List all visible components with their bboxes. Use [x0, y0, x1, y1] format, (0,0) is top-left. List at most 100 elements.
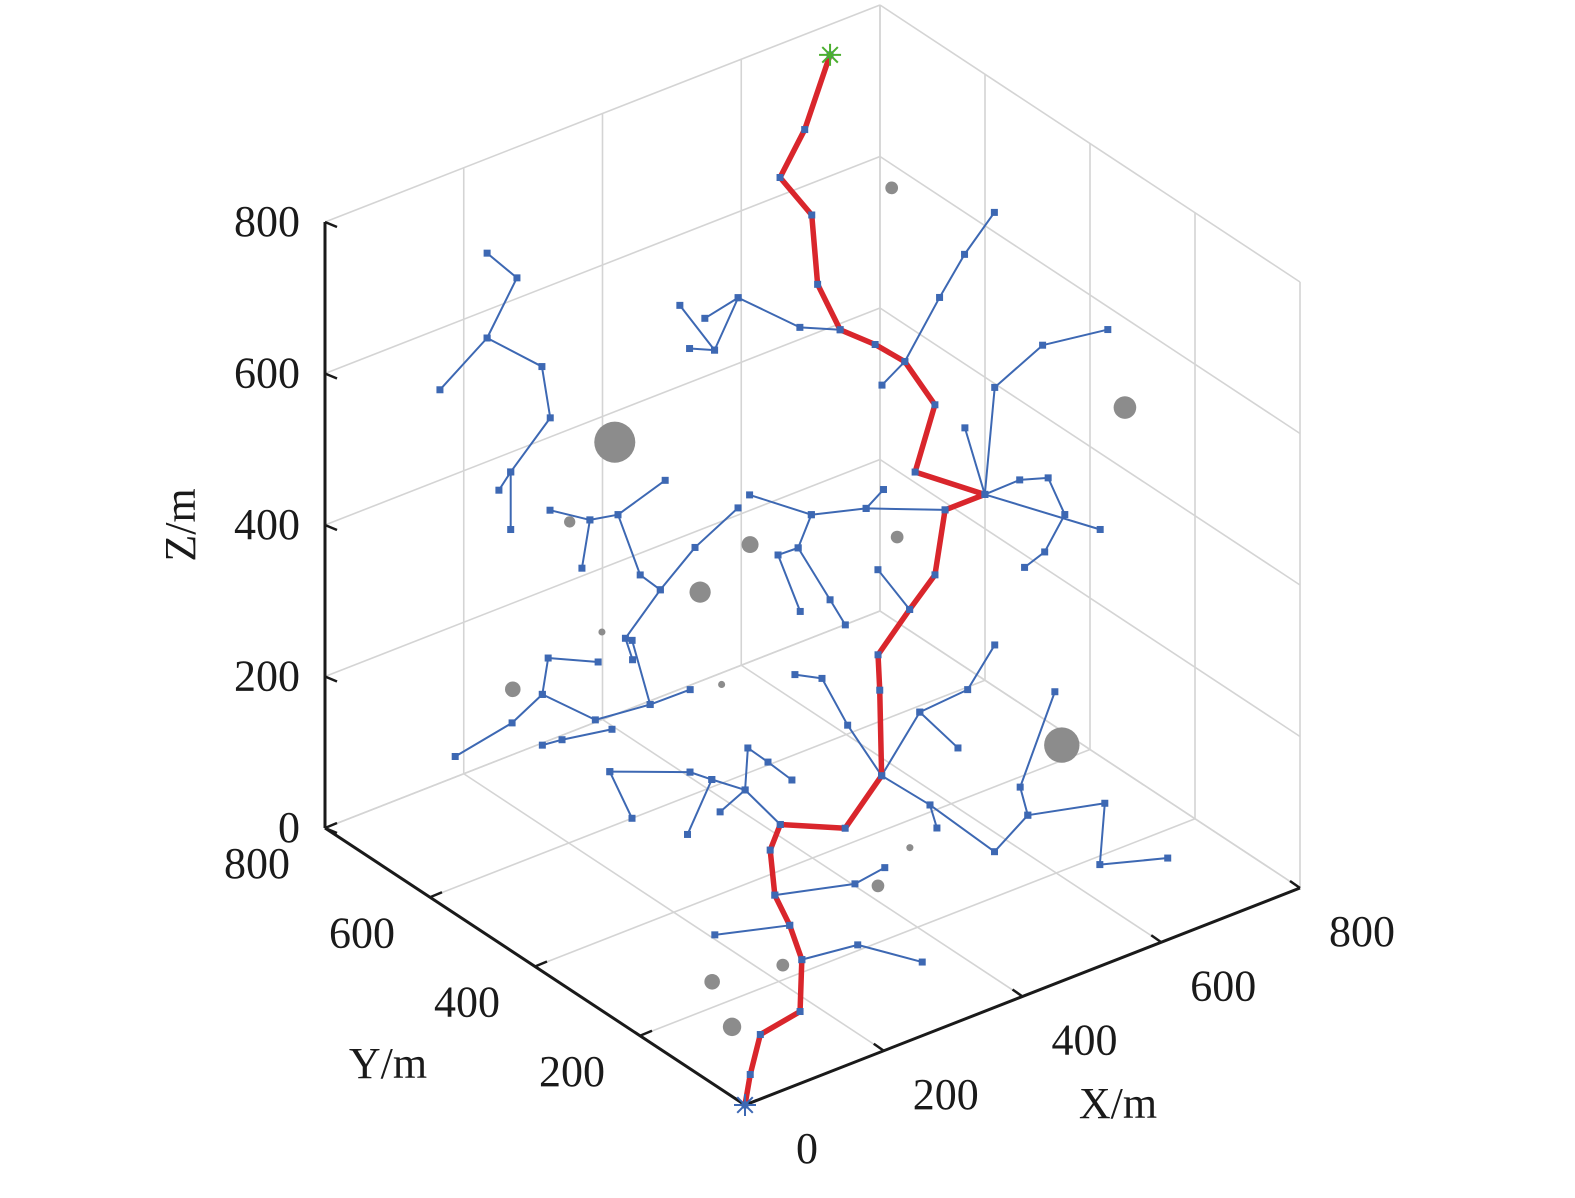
- z-tick: [325, 222, 337, 227]
- tree-branch: [610, 772, 632, 819]
- tree-node: [507, 468, 514, 475]
- tree-node: [684, 831, 691, 838]
- obstacle: [891, 531, 904, 544]
- y-axis-title: Y/m: [349, 1039, 427, 1088]
- tree-branch: [542, 658, 598, 694]
- z-tick-label: 0: [278, 803, 300, 852]
- tree-node: [747, 1071, 754, 1078]
- tree-node: [991, 209, 998, 216]
- tree-node: [657, 586, 664, 593]
- tree-node: [1164, 855, 1171, 862]
- x-tick: [874, 1044, 884, 1051]
- tree-node: [901, 358, 908, 365]
- tree-node: [777, 174, 784, 181]
- tree-branch: [745, 748, 792, 790]
- x-tick: [1290, 881, 1300, 888]
- tree-node: [961, 251, 968, 258]
- tree-node: [1017, 784, 1024, 791]
- tree-branch: [720, 790, 745, 812]
- tree-node: [767, 847, 774, 854]
- tree-branch: [618, 480, 665, 514]
- tree-node: [981, 491, 988, 498]
- tree-branch: [542, 729, 612, 745]
- tree-node: [513, 274, 520, 281]
- tree-node: [874, 566, 881, 573]
- tree-node: [547, 507, 554, 514]
- tree-node: [797, 1008, 804, 1015]
- tree-node: [711, 931, 718, 938]
- obstacle: [594, 422, 635, 463]
- x-tick: [1151, 935, 1161, 942]
- y-tick: [325, 823, 337, 828]
- obstacle: [689, 582, 710, 603]
- x-tick: [1013, 990, 1023, 997]
- tree-branch: [965, 428, 985, 495]
- tree-node: [637, 571, 644, 578]
- tree-node: [775, 551, 782, 558]
- y-tick-label: 400: [434, 978, 500, 1027]
- z-tick: [325, 374, 337, 379]
- tree-node: [933, 824, 940, 831]
- tree-branch: [690, 349, 715, 351]
- x-tick-label: 800: [1329, 907, 1395, 956]
- tree-node: [615, 511, 622, 518]
- tree-node: [991, 641, 998, 648]
- tree-node: [919, 959, 926, 966]
- tree-node: [795, 544, 802, 551]
- y-tick-label: 600: [329, 908, 395, 957]
- tree-node: [545, 655, 552, 662]
- tree-node: [798, 956, 805, 963]
- tree-node: [796, 324, 803, 331]
- tree-branch: [1028, 803, 1168, 864]
- tree-node: [801, 126, 808, 133]
- obstacle: [505, 682, 521, 698]
- tree-node: [808, 511, 815, 518]
- tree-node: [735, 504, 742, 511]
- tree-node: [844, 722, 851, 729]
- tree-node: [818, 675, 825, 682]
- tree-node: [629, 815, 636, 822]
- tree-node: [539, 691, 546, 698]
- start-marker: [734, 1094, 756, 1116]
- tree-node: [936, 294, 943, 301]
- obstacle: [723, 1018, 741, 1036]
- tree-node: [961, 424, 968, 431]
- obstacle: [598, 628, 605, 635]
- tree-node: [926, 801, 933, 808]
- z-tick-label: 600: [234, 349, 300, 398]
- tree-node: [608, 726, 615, 733]
- plot-area: [436, 44, 1171, 1116]
- tree-branch: [882, 645, 995, 776]
- tree-node: [880, 486, 887, 493]
- tree-node: [586, 516, 593, 523]
- tree-node: [863, 505, 870, 512]
- tree-node: [662, 477, 669, 484]
- obstacle: [1044, 727, 1079, 762]
- tree-node: [746, 491, 753, 498]
- tree-branch: [798, 548, 845, 625]
- tree-node: [692, 544, 699, 551]
- tree-node: [837, 326, 844, 333]
- tree-node: [931, 571, 938, 578]
- tree-branch: [775, 868, 885, 895]
- tree-node: [842, 825, 849, 832]
- z-tick: [325, 677, 337, 682]
- tree-branch: [905, 212, 995, 361]
- tree-node: [827, 596, 834, 603]
- tree-node: [507, 526, 514, 533]
- tree-node: [1021, 564, 1028, 571]
- tree-node: [701, 315, 708, 322]
- tree-node: [814, 281, 821, 288]
- tree-node: [1101, 800, 1108, 807]
- tree-node: [878, 772, 885, 779]
- tree-node: [595, 658, 602, 665]
- x-tick-label: 400: [1052, 1016, 1118, 1065]
- tree-node: [1045, 474, 1052, 481]
- tree-branch: [920, 712, 958, 748]
- tree-node: [872, 341, 879, 348]
- grid-line: [535, 750, 1090, 967]
- tree-node: [606, 768, 613, 775]
- tree-node: [916, 709, 923, 716]
